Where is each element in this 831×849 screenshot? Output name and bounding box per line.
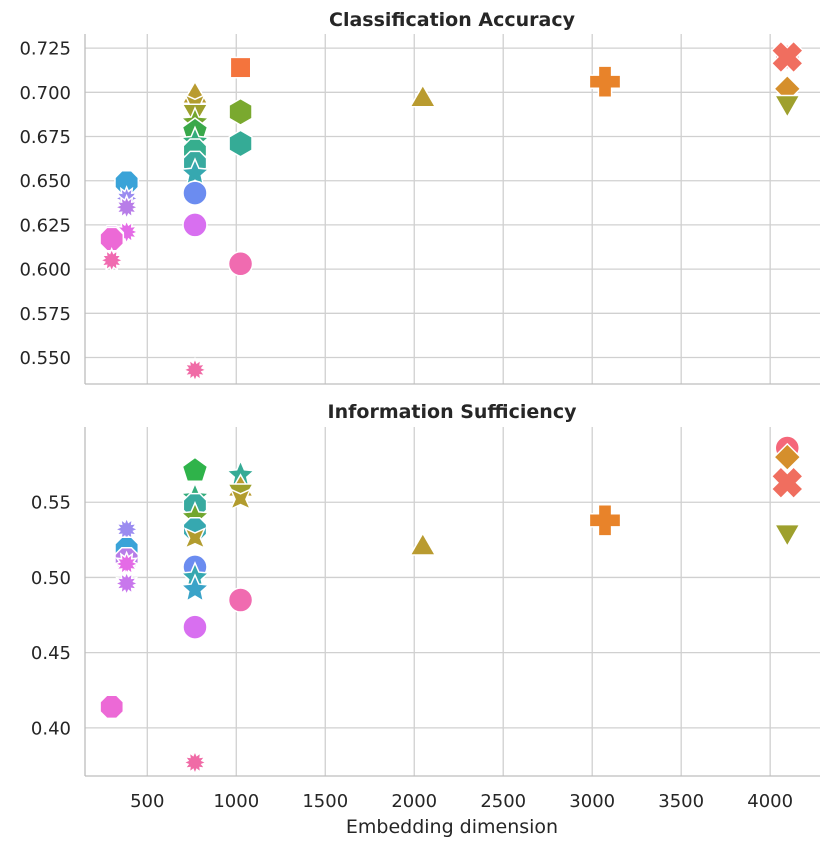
data-point-star4 [183, 527, 207, 550]
data-point-star [179, 157, 211, 187]
y-tick-label: 0.600 [19, 260, 71, 281]
data-point-circle [182, 614, 208, 640]
data-point-triangle-down [773, 523, 801, 548]
data-point-burst [113, 570, 140, 597]
data-point-x [770, 465, 805, 500]
data-point-triangle-up [408, 83, 437, 108]
data-point-octagon [99, 226, 125, 252]
data-point-pentagon [181, 456, 209, 483]
points [98, 40, 805, 384]
x-tick-label: 3000 [569, 791, 615, 812]
panel-title: Information Sufficiency [328, 401, 578, 423]
y-tick-label: 0.40 [31, 718, 71, 739]
data-point-hexagon [228, 129, 253, 158]
x-tick-label: 2000 [391, 791, 437, 812]
data-point-circle [182, 180, 208, 206]
y-tick-label: 0.55 [31, 493, 71, 514]
x-tick-label: 3500 [658, 791, 704, 812]
y-tick-label: 0.625 [19, 215, 71, 236]
data-point-hexagon [228, 97, 253, 126]
y-tick-label: 0.45 [31, 643, 71, 664]
y-tick-labels: 0.550 0.575 0.600 0.625 0.650 0.675 0.700 0.725 [19, 39, 71, 369]
data-point-diamond [773, 442, 802, 472]
y-tick-label: 0.700 [19, 83, 71, 104]
panel-title: Classification Accuracy [329, 9, 576, 31]
data-point-circle [227, 251, 254, 277]
y-tick-label: 0.550 [19, 348, 71, 369]
data-point-star4 [229, 487, 252, 511]
data-point-burst [98, 247, 126, 274]
x-tick-labels: 500 1000 1500 2000 2500 3000 3500 4000 [130, 791, 793, 812]
x-tick-label: 500 [130, 791, 164, 812]
data-point-circle [227, 587, 254, 613]
data-point-burst [113, 193, 140, 221]
y-tick-label: 0.650 [19, 171, 71, 192]
data-point-burst [181, 356, 209, 384]
data-point-burst [181, 749, 209, 776]
data-point-triangle-down [773, 94, 801, 119]
data-point-plus [588, 65, 622, 99]
x-tick-label: 2500 [480, 791, 526, 812]
data-point-star [179, 573, 211, 603]
x-axis-label: Embedding dimension [346, 816, 558, 838]
panel-classification-accuracy: Classification Accuracy 0.5500.5750.6000… [19, 9, 820, 385]
panel-information-sufficiency: Information Sufficiency 0.40 0.45 0.50 0.55… [31, 401, 820, 838]
data-point-triangle-up [408, 531, 437, 556]
data-point-octagon [99, 694, 125, 720]
y-tick-label: 0.675 [19, 127, 71, 148]
data-point-circle [182, 212, 208, 238]
data-point-plus [588, 503, 622, 537]
points [99, 435, 805, 776]
x-tick-label: 1000 [213, 791, 259, 812]
y-tick-label: 0.725 [19, 39, 71, 60]
x-tick-label: 1500 [302, 791, 348, 812]
data-point-x [770, 40, 805, 74]
y-tick-labels: 0.40 0.45 0.50 0.55 [31, 493, 71, 740]
x-tick-label: 4000 [747, 791, 793, 812]
y-tick-label: 0.575 [19, 304, 71, 325]
y-tick-label: 0.50 [31, 568, 71, 589]
data-point-square [229, 56, 252, 79]
